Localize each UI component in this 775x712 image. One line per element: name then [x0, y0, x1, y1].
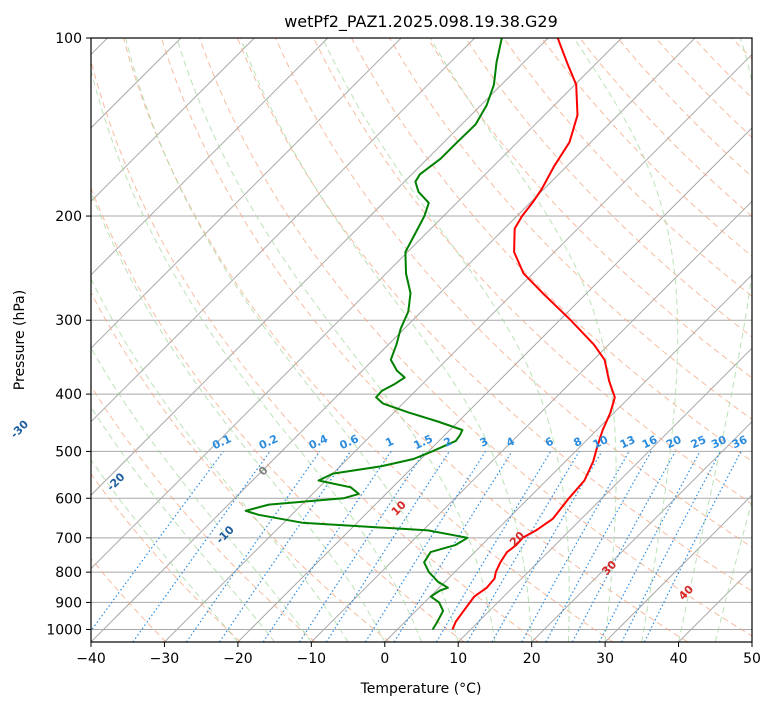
x-tick-label: −10: [297, 651, 327, 667]
x-tick-label: 20: [523, 651, 541, 667]
y-tick-label: 600: [55, 491, 82, 507]
y-tick-label: 700: [55, 531, 82, 547]
x-tick-label: −30: [150, 651, 180, 667]
plot-area: [91, 38, 752, 642]
y-tick-label: 300: [55, 313, 82, 329]
x-tick-label: −20: [223, 651, 253, 667]
x-axis-label: Temperature (°C): [360, 681, 482, 697]
y-tick-label: 500: [55, 444, 82, 460]
y-tick-label: 400: [55, 387, 82, 403]
chart-title: wetPf2_PAZ1.2025.098.19.38.G29: [284, 12, 558, 32]
y-tick-label: 800: [55, 565, 82, 581]
x-tick-label: 30: [596, 651, 614, 667]
x-tick-label: 40: [670, 651, 688, 667]
y-tick-label: 200: [55, 209, 82, 225]
x-tick-label: 50: [743, 651, 761, 667]
y-tick-label: 900: [55, 595, 82, 611]
x-tick-label: 0: [380, 651, 389, 667]
y-tick-label: 100: [55, 31, 82, 47]
x-tick-label: 10: [449, 651, 467, 667]
y-axis-label: Pressure (hPa): [12, 290, 28, 390]
x-tick-label: −40: [76, 651, 106, 667]
y-tick-label: 1000: [46, 623, 82, 639]
